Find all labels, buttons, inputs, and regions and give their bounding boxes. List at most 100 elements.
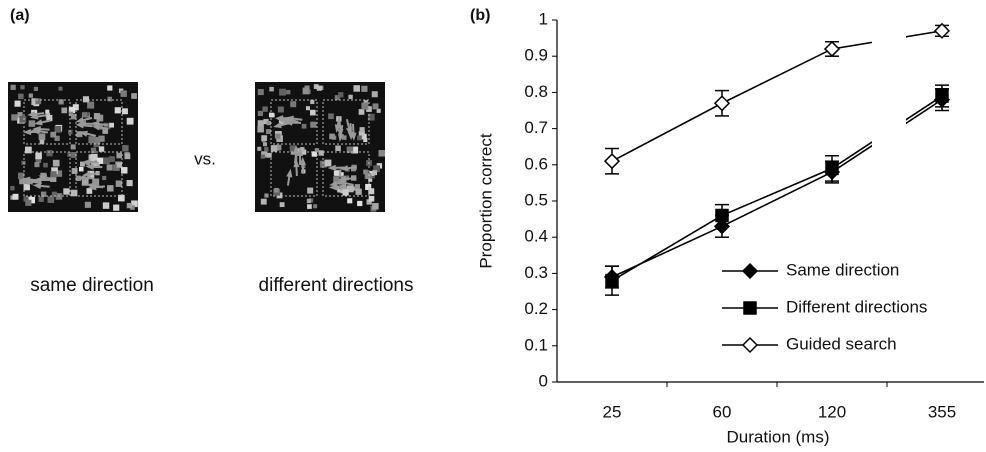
dot: [51, 191, 57, 197]
dot: [286, 90, 291, 95]
dot: [328, 113, 334, 120]
dot: [46, 150, 53, 157]
y-tick-label: 0: [539, 371, 548, 390]
dot: [365, 183, 372, 191]
dot: [372, 170, 378, 176]
dot: [120, 90, 127, 97]
dot: [342, 135, 347, 140]
y-tick-label: 0.8: [524, 82, 548, 101]
dot: [35, 98, 42, 105]
dot: [346, 146, 354, 154]
dot: [87, 101, 95, 109]
dot: [263, 118, 269, 125]
arrow-head: [273, 122, 282, 129]
dot: [344, 175, 350, 181]
dot: [33, 86, 38, 91]
dot: [260, 154, 265, 159]
caption: same direction: [30, 275, 154, 296]
dot: [85, 112, 90, 117]
dot: [70, 113, 77, 120]
arrow-head: [81, 159, 91, 166]
dot: [274, 187, 279, 193]
dot: [92, 178, 100, 186]
arrow-head: [274, 115, 284, 122]
dot: [46, 115, 53, 122]
dot: [17, 112, 23, 118]
dot: [342, 189, 349, 196]
dot: [19, 115, 27, 123]
arrow-head: [77, 174, 86, 182]
dot: [70, 151, 77, 158]
dot: [313, 84, 319, 89]
dot: [39, 139, 45, 145]
dot: [369, 171, 375, 176]
dot: [275, 133, 281, 139]
y-tick-label: 0.3: [524, 263, 548, 282]
arrow-head: [22, 128, 32, 136]
dot: [17, 172, 25, 180]
dot: [329, 133, 335, 140]
y-tick-label: 0.1: [524, 335, 548, 354]
dot: [318, 150, 324, 156]
marker: [603, 153, 621, 170]
dot: [21, 160, 26, 165]
dot: [51, 167, 58, 175]
stimulus: [255, 82, 386, 212]
dot: [54, 125, 62, 133]
arrow-head: [327, 164, 336, 171]
dot: [50, 171, 57, 178]
dot: [378, 150, 386, 157]
dot: [58, 99, 64, 105]
dot: [102, 128, 109, 134]
dot: [310, 99, 315, 105]
dot: [337, 185, 344, 193]
dot: [363, 100, 368, 105]
dot: [270, 145, 278, 152]
dot: [43, 162, 48, 168]
dot: [124, 153, 131, 160]
arrow-head: [337, 133, 345, 142]
y-tick-label: 1: [539, 9, 548, 28]
x-axis-label: Duration (ms): [727, 427, 830, 446]
dot: [115, 180, 123, 187]
y-tick-label: 0.9: [524, 46, 548, 65]
dot: [24, 146, 32, 154]
dot: [91, 161, 97, 167]
dot: [130, 205, 135, 210]
dot: [55, 170, 63, 177]
dot: [372, 203, 379, 210]
dot: [107, 96, 113, 102]
dot: [11, 114, 18, 121]
dot: [347, 198, 353, 204]
dot: [324, 159, 332, 167]
arrow-head: [32, 182, 42, 189]
dot: [131, 93, 137, 99]
marker: [741, 262, 759, 280]
dot: [23, 183, 30, 191]
legend-label: Different directions: [786, 297, 927, 316]
dot: [260, 198, 267, 205]
dot: [305, 106, 310, 111]
dot: [122, 108, 128, 115]
dot: [75, 175, 82, 182]
arrow-head: [284, 119, 293, 126]
dot: [366, 106, 372, 112]
dot: [47, 196, 55, 203]
dot: [117, 194, 125, 202]
dot: [70, 189, 78, 197]
y-tick-label: 0.2: [524, 299, 548, 318]
dot: [355, 188, 362, 195]
dot: [28, 93, 33, 98]
arrow-head: [77, 120, 87, 127]
arrow-head: [79, 130, 88, 137]
y-axis-label: Proportion correct: [476, 133, 495, 268]
dot: [368, 188, 375, 195]
arrow-head: [31, 128, 40, 135]
marker: [825, 161, 839, 176]
marker: [741, 336, 759, 354]
dot: [114, 107, 121, 114]
dot: [113, 204, 120, 211]
dot: [290, 101, 297, 108]
dot: [333, 170, 339, 176]
dot: [346, 185, 354, 193]
